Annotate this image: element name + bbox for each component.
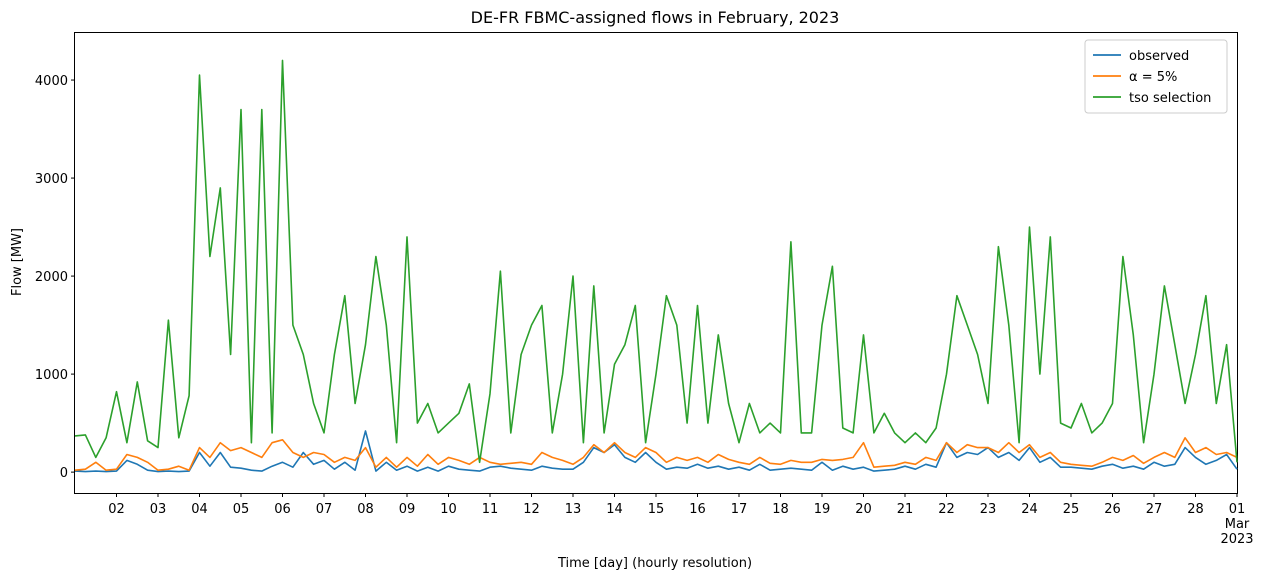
x-tick-label: 05 [233,502,250,517]
y-tick-label: 0 [60,466,68,481]
x-tick-label: 21 [897,502,914,517]
legend-label: α = 5% [1129,70,1177,85]
x-tick-label: 20 [855,502,872,517]
x-tick-sublabel: 2023 [1220,532,1253,547]
x-tick-label: 07 [316,502,333,517]
x-tick-sublabel: Mar [1225,517,1250,532]
legend-box [1084,39,1228,114]
x-tick-label: 27 [1146,502,1163,517]
x-tick-label: 23 [980,502,997,517]
x-tick-label: 26 [1104,502,1121,517]
y-tick-label: 2000 [35,270,68,285]
x-tick-label: 25 [1063,502,1080,517]
x-tick-label: 04 [191,502,208,517]
x-tick-label: 24 [1021,502,1038,517]
x-tick-label: 11 [482,502,499,517]
x-tick-label: 14 [606,502,623,517]
y-tick-label: 4000 [35,74,68,89]
legend-label: observed [1129,49,1189,64]
x-tick-label: 10 [440,502,457,517]
x-tick-label: 18 [772,502,789,517]
chart-title: DE-FR FBMC-assigned flows in February, 2… [471,8,840,27]
x-tick-label: 02 [108,502,125,517]
x-tick-label: 28 [1187,502,1204,517]
legend-label: tso selection [1129,91,1211,106]
series-line [74,59,1238,464]
x-tick-label: 09 [399,502,416,517]
x-tick-label: 13 [565,502,582,517]
x-tick-label: 03 [150,502,167,517]
x-axis-label: Time [day] (hourly resolution) [557,556,752,571]
x-tick-label: 16 [689,502,706,517]
x-tick-label: 22 [938,502,955,517]
series-line [74,437,1238,471]
series-line [74,430,1238,473]
x-tick-label: 08 [357,502,374,517]
x-tick-label: 15 [648,502,665,517]
y-tick-label: 3000 [35,172,68,187]
x-tick-label: 12 [523,502,540,517]
x-tick-label: 06 [274,502,291,517]
y-tick-label: 1000 [35,368,68,383]
y-axis-label: Flow [MW] [10,228,25,296]
x-tick-label: 17 [731,502,748,517]
x-tick-label: 19 [814,502,831,517]
x-tick-label: 01 [1229,502,1246,517]
